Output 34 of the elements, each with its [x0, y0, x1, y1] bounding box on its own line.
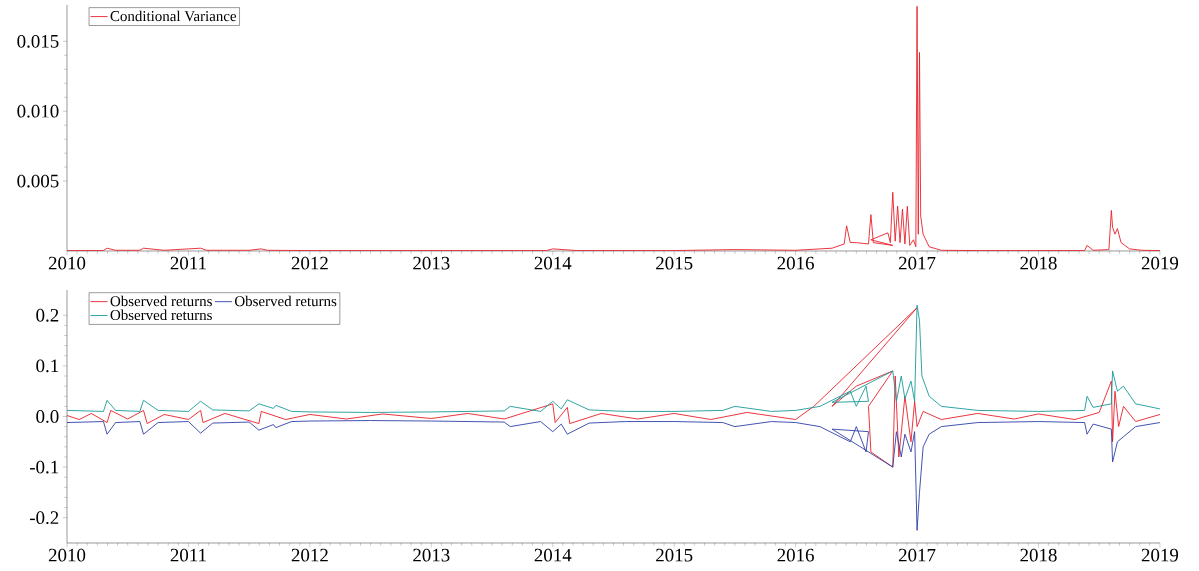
- x-tick-label: 2019: [1141, 256, 1179, 270]
- x-tick-label: 2014: [534, 256, 572, 270]
- y-tick-label: 0.005: [17, 174, 59, 188]
- y-tick-label: -0.1: [29, 460, 59, 474]
- x-tick-label: 2019: [1141, 548, 1179, 562]
- x-tick-label: 2018: [1020, 256, 1057, 270]
- legend-label: Observed returns: [234, 295, 337, 307]
- y-tick-label: 0.010: [17, 104, 59, 118]
- x-tick-label: 2012: [291, 548, 328, 562]
- y-tick-label: 0.2: [36, 308, 59, 322]
- x-tick-label: 2017: [898, 256, 936, 270]
- legend-label: Observed returns: [110, 309, 212, 321]
- x-tick-label: 2010: [48, 548, 86, 562]
- x-tick-label: 2011: [170, 256, 206, 270]
- y-tick-label: 0.015: [17, 34, 59, 48]
- legend-label: Observed returns: [110, 295, 212, 307]
- legend-label: Conditional Variance: [110, 10, 237, 22]
- x-tick-label: 2014: [534, 548, 572, 562]
- x-tick-label: 2015: [656, 548, 693, 562]
- x-tick-label: 2013: [413, 256, 450, 270]
- line-series: [67, 420, 1160, 531]
- x-tick-label: 2018: [1020, 548, 1057, 562]
- x-tick-label: 2010: [48, 256, 86, 270]
- x-tick-label: 2015: [656, 256, 693, 270]
- x-tick-label: 2012: [291, 256, 328, 270]
- x-tick-label: 2016: [777, 256, 814, 270]
- y-tick-label: 0.1: [36, 359, 59, 373]
- line-series: [67, 307, 1160, 468]
- x-tick-label: 2016: [777, 548, 814, 562]
- y-tick-label: -0.2: [29, 511, 59, 525]
- y-tick-label: 0.0: [36, 410, 59, 423]
- x-tick-label: 2017: [898, 548, 936, 562]
- x-tick-label: 2013: [413, 548, 450, 562]
- x-tick-label: 2011: [170, 548, 206, 562]
